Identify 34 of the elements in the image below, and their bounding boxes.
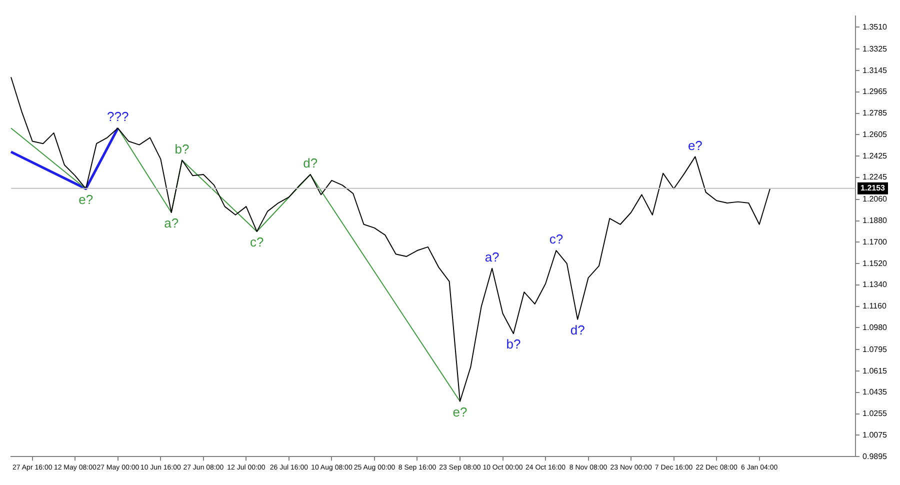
data-label: e? (78, 192, 94, 207)
y-tick-label: 1.0615 (862, 366, 888, 376)
y-tick-label: 1.0435 (862, 388, 888, 397)
y-tick-label: 1.0075 (862, 430, 888, 440)
data-label: a? (164, 216, 179, 231)
y-tick-label: 1.1340 (862, 280, 888, 290)
y-tick-label: 1.0980 (862, 322, 888, 332)
y-tick-label: 1.0255 (862, 409, 888, 418)
data-label: c? (250, 234, 264, 250)
y-tick-label: 1.1880 (862, 216, 888, 226)
y-tick-label: 1.2060 (862, 194, 888, 204)
y-tick-label: 1.2605 (862, 130, 888, 139)
data-label: b? (506, 336, 521, 352)
data-label: d? (570, 322, 585, 338)
y-tick-label: 1.3510 (862, 22, 888, 32)
data-label: c? (549, 232, 564, 247)
data-label: ??? (107, 109, 129, 124)
y-tick-label: 1.1700 (862, 237, 888, 246)
y-tick-label: 1.3325 (862, 44, 888, 54)
y-tick-label: 1.1520 (862, 258, 888, 268)
y-tick-label: 1.3145 (862, 66, 888, 75)
ref-line-label: 1.2153 (860, 184, 886, 193)
data-label: e? (452, 404, 468, 420)
data-label: d? (303, 156, 318, 171)
y-tick-label: 0.9895 (862, 452, 888, 461)
data-label: e? (688, 138, 702, 153)
y-tick-label: 1.2245 (862, 172, 888, 182)
y-tick-label: 1.1160 (862, 302, 887, 311)
y-tick-label: 1.0795 (862, 344, 888, 354)
data-label: b? (174, 141, 190, 156)
data-label: a? (484, 249, 500, 264)
y-tick-label: 1.2785 (862, 108, 888, 118)
y-tick-label: 1.2965 (862, 87, 888, 96)
y-tick-label: 1.2425 (862, 151, 888, 160)
